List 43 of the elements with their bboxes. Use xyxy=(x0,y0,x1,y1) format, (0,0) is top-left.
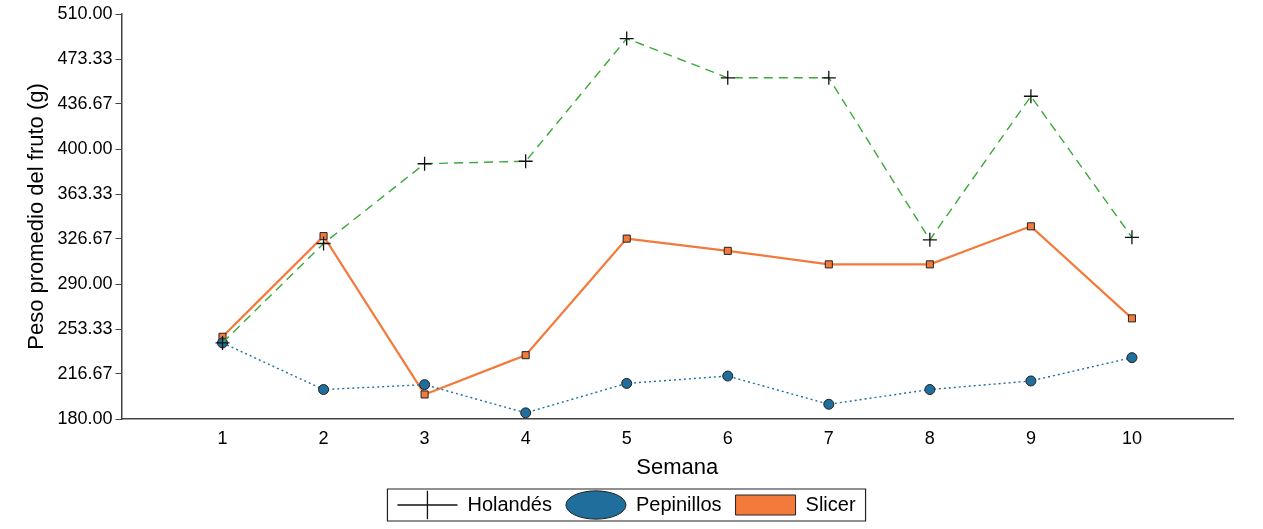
x-tick-label: 6 xyxy=(722,427,733,448)
x-tick-label: 8 xyxy=(924,427,935,448)
x-tick-label: 7 xyxy=(823,427,834,448)
legend-label: Slicer xyxy=(805,492,856,515)
y-tick-label: 510.00 xyxy=(57,2,113,23)
point xyxy=(318,384,330,396)
y-tick-label: 400.00 xyxy=(57,137,113,158)
point xyxy=(823,398,835,410)
y-tick-label: 290.00 xyxy=(57,272,113,293)
point xyxy=(925,260,934,269)
x-tick-label: 4 xyxy=(520,427,531,448)
point xyxy=(1026,222,1035,231)
x-tick-label: 1 xyxy=(217,427,228,448)
point xyxy=(722,370,734,382)
point xyxy=(824,260,833,269)
point xyxy=(520,407,532,419)
legend-label: Pepinillos xyxy=(635,492,722,515)
y-axis-title: Peso promedio del fruto (g) xyxy=(23,83,49,350)
x-axis-title: Semana xyxy=(636,453,719,479)
x-tick-label: 3 xyxy=(419,427,430,448)
point xyxy=(521,351,530,360)
point xyxy=(419,379,431,391)
y-tick-label: 326.67 xyxy=(57,227,113,248)
point xyxy=(622,234,631,243)
point xyxy=(1025,375,1037,387)
y-tick-label: 253.33 xyxy=(57,317,113,338)
point xyxy=(1127,314,1136,323)
y-tick-label: 436.67 xyxy=(57,92,113,113)
x-tick-label: 9 xyxy=(1025,427,1036,448)
x-tick-label: 2 xyxy=(318,427,329,448)
y-tick-label: 216.67 xyxy=(57,362,113,383)
x-tick-label: 10 xyxy=(1121,427,1142,448)
point xyxy=(1126,352,1138,364)
x-tick-label: 5 xyxy=(621,427,632,448)
y-tick-label: 363.33 xyxy=(57,182,113,203)
legend-label: Holandés xyxy=(467,492,552,515)
y-tick-label: 473.33 xyxy=(57,47,113,68)
point xyxy=(924,384,936,396)
y-tick-label: 180.00 xyxy=(57,407,113,428)
point xyxy=(319,232,328,241)
point xyxy=(621,377,633,389)
point xyxy=(723,246,732,255)
point xyxy=(420,390,429,399)
